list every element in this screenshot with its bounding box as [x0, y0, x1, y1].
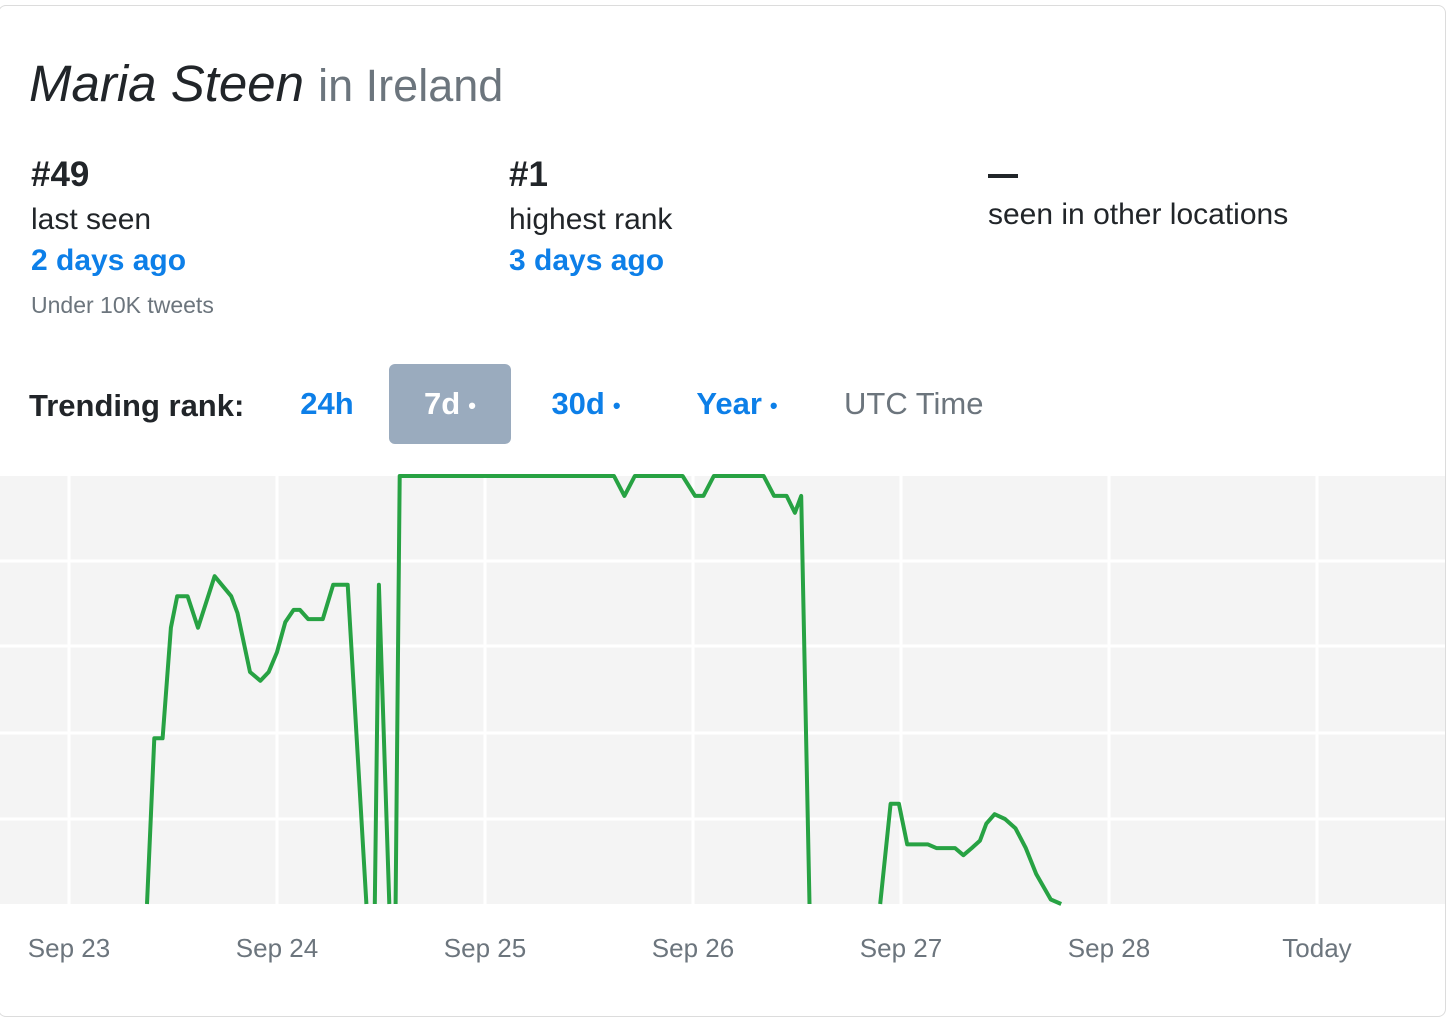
tab-label: Year: [696, 386, 762, 421]
stat-value: #1: [509, 155, 548, 194]
person-name: Maria Steen: [29, 55, 304, 112]
stat-last-seen: #49 last seen 2 days ago Under 10K tweet…: [31, 152, 214, 319]
stat-time-link[interactable]: 2 days ago: [31, 244, 187, 277]
timezone-toggle[interactable]: UTC Time: [844, 386, 984, 421]
tab-dot: •: [769, 392, 778, 418]
stat-time-link[interactable]: 3 days ago: [509, 244, 665, 277]
trend-chart: Sep 23 Sep 24 Sep 25 Sep 26 Sep 27 Sep 28 Toda…: [0, 474, 1445, 963]
tab-label: 7d: [424, 386, 461, 421]
x-tick-label: Sep 23: [28, 933, 110, 963]
trend-series-line: [372, 582, 392, 905]
stat-label: seen in other locations: [988, 198, 1289, 231]
x-tick-label: Sep 25: [444, 933, 526, 963]
stat-label: last seen: [31, 203, 152, 236]
stat-highest-rank: #1 highest rank 3 days ago: [509, 152, 672, 278]
tab-label: 30d: [551, 386, 605, 421]
stat-other-locations: seen in other locations: [988, 152, 1288, 232]
trend-card: Maria Steen in Ireland #49 last seen 2 d…: [0, 5, 1446, 1017]
tab-dot: •: [468, 392, 476, 418]
tab-7d[interactable]: 7d •: [389, 364, 511, 444]
tweet-volume-note: Under 10K tweets: [31, 292, 214, 318]
tab-24h[interactable]: 24h: [287, 364, 367, 444]
range-tabs-label: Trending rank:: [29, 388, 245, 423]
x-tick-label: Sep 28: [1068, 933, 1150, 963]
trend-series-line: [393, 474, 812, 905]
trend-series-line: [878, 801, 1062, 906]
plot-area: [0, 476, 1445, 904]
tab-30d[interactable]: 30d •: [531, 364, 641, 444]
tab-dot: •: [612, 392, 621, 418]
x-tick-label: Sep 26: [652, 933, 734, 963]
empty-value-dash: [988, 174, 1018, 178]
stat-value: #49: [31, 155, 90, 194]
x-tick-label: Today: [1282, 933, 1351, 963]
x-tick-label: Sep 27: [860, 933, 942, 963]
page-title: Maria Steen in Ireland: [29, 54, 503, 113]
trend-series-line: [145, 574, 369, 905]
stat-label: highest rank: [509, 203, 673, 236]
location-text: in Ireland: [318, 60, 504, 111]
x-tick-label: Sep 24: [236, 933, 318, 963]
tab-year[interactable]: Year •: [677, 364, 797, 444]
tab-label: 24h: [300, 386, 354, 421]
